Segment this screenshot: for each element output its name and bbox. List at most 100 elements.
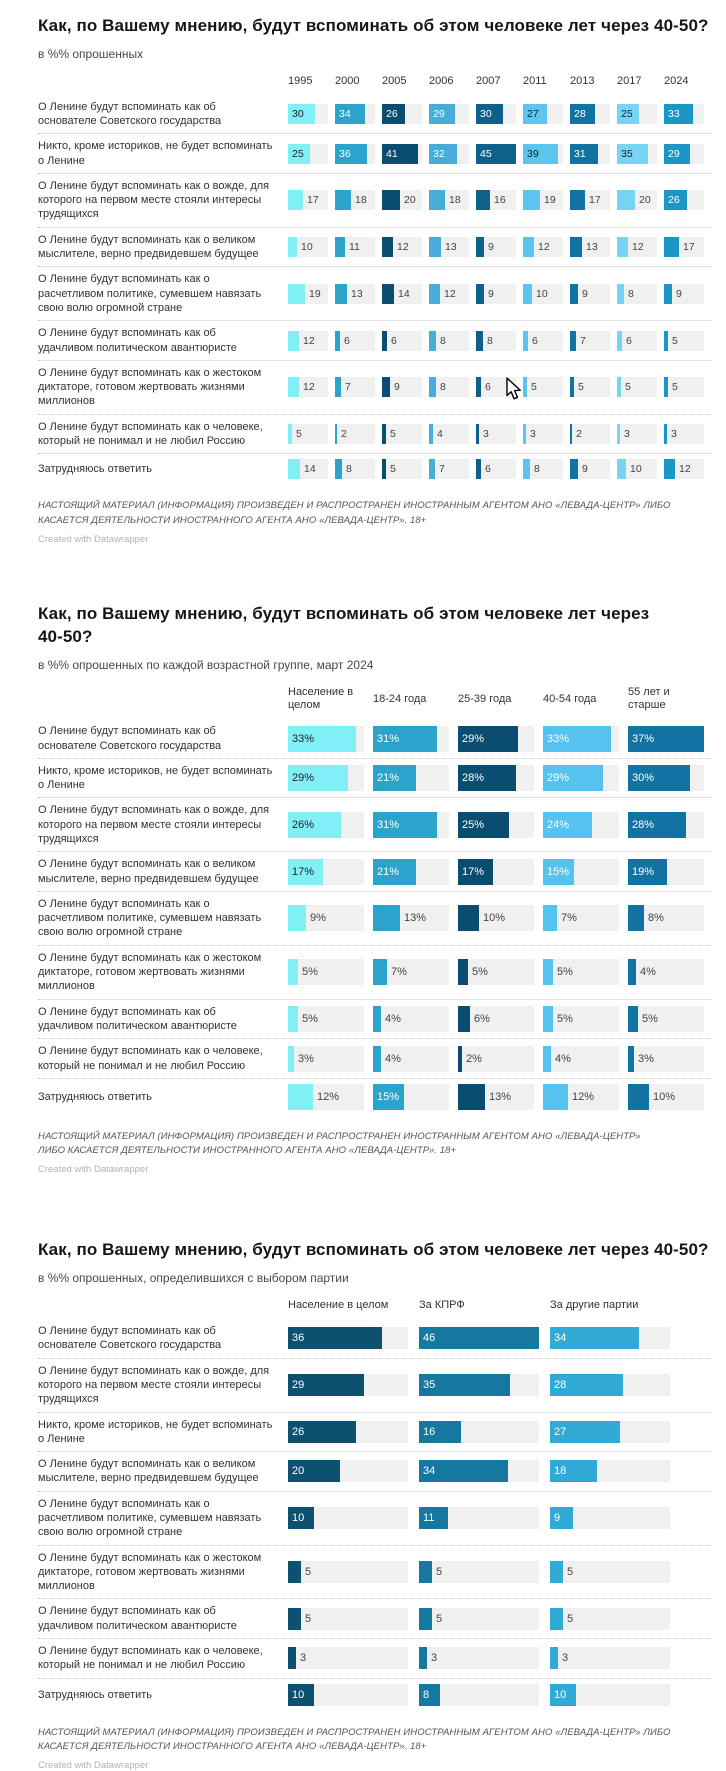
bar-cell: 5 bbox=[288, 424, 328, 445]
table-row: Затрудняюсь ответить 10 8 10 bbox=[38, 1677, 712, 1711]
bar-cell: 9 bbox=[550, 1507, 670, 1530]
bar-value-label: 18 bbox=[554, 1465, 567, 1478]
bar bbox=[628, 811, 686, 838]
bar-cell: 29 bbox=[288, 1374, 408, 1397]
bar-value-label: 30 bbox=[292, 107, 304, 120]
row-label: О Ленине будут вспоминать как о вожде, д… bbox=[38, 1364, 270, 1406]
bar-value-label: 35 bbox=[423, 1379, 436, 1392]
bar bbox=[570, 103, 595, 124]
bar bbox=[288, 330, 299, 351]
bar-value-label: 8% bbox=[648, 912, 664, 925]
bar-value-label: 11 bbox=[423, 1512, 435, 1525]
bar-cell: 8 bbox=[335, 459, 375, 480]
bar-value-label: 4 bbox=[437, 428, 443, 441]
bar-cells: 5 5 5 bbox=[288, 1607, 670, 1630]
bar-value-label: 8 bbox=[440, 381, 446, 394]
bar bbox=[288, 725, 356, 752]
bar-cell: 12% bbox=[288, 1083, 364, 1110]
table-row: О Ленине будут вспоминать как об удачлив… bbox=[38, 320, 712, 360]
bar bbox=[373, 1005, 381, 1032]
bar-value-label: 9 bbox=[676, 287, 682, 300]
bar-value-label: 15% bbox=[547, 865, 570, 878]
bar-cell: 6 bbox=[523, 330, 563, 351]
bar-cell: 34 bbox=[550, 1327, 670, 1350]
bar-value-label: 19 bbox=[309, 287, 321, 300]
bar bbox=[664, 237, 679, 258]
bar bbox=[335, 377, 341, 398]
bar-value-label: 5% bbox=[557, 1012, 573, 1025]
bar bbox=[550, 1561, 563, 1584]
bar bbox=[664, 377, 668, 398]
bar bbox=[476, 103, 503, 124]
datawrapper-credit: Created with Datawrapper bbox=[38, 1164, 149, 1176]
bar-cell: 10 bbox=[288, 237, 328, 258]
bar-value-label: 6 bbox=[391, 334, 397, 347]
bar-value-label: 28 bbox=[574, 107, 586, 120]
bar bbox=[429, 377, 436, 398]
column-header: 2024 bbox=[664, 74, 689, 87]
bar-cell: 8 bbox=[617, 283, 657, 304]
bar-cell: 3 bbox=[523, 424, 563, 445]
bar-cell: 15% bbox=[373, 1083, 449, 1110]
row-label: Затрудняюсь ответить bbox=[38, 463, 153, 476]
bar bbox=[570, 459, 578, 480]
bar-cell: 16 bbox=[419, 1420, 539, 1443]
bar bbox=[476, 143, 516, 164]
bar-cell: 5 bbox=[664, 377, 704, 398]
column-header: 2005 bbox=[382, 74, 407, 87]
bar-value-label: 46 bbox=[423, 1332, 436, 1345]
bar bbox=[570, 283, 578, 304]
bar bbox=[288, 1374, 364, 1397]
bar-value-label: 9 bbox=[582, 463, 588, 476]
bar bbox=[288, 1420, 356, 1443]
bar-cells: 10 8 10 bbox=[288, 1683, 670, 1706]
bar-cell: 12% bbox=[543, 1083, 619, 1110]
bar-value-label: 21% bbox=[377, 865, 400, 878]
bar-cell: 20 bbox=[382, 190, 422, 211]
bar-cell: 5% bbox=[543, 959, 619, 986]
row-label: О Ленине будут вспоминать как об основат… bbox=[38, 725, 222, 752]
bar-cell: 10 bbox=[523, 283, 563, 304]
row-label: О Ленине будут вспоминать как о расчетли… bbox=[38, 1497, 262, 1539]
bar-cell: 17 bbox=[288, 190, 328, 211]
bar bbox=[543, 858, 574, 885]
bar-cell: 21% bbox=[373, 858, 449, 885]
bar-value-label: 31% bbox=[377, 818, 400, 831]
bar-cell: 5 bbox=[382, 459, 422, 480]
table-row: Никто, кроме историков, не будет вспомин… bbox=[38, 1411, 712, 1452]
table-row: О Ленине будут вспоминать как о великом … bbox=[38, 1451, 712, 1491]
bar-cell: 26% bbox=[288, 811, 364, 838]
bar-cell: 6 bbox=[382, 330, 422, 351]
bar-cell: 5 bbox=[419, 1607, 539, 1630]
datawrapper-credit: Created with Datawrapper bbox=[38, 533, 149, 545]
bar-cell: 4 bbox=[429, 424, 469, 445]
table-row: О Ленине будут вспоминать как о человеке… bbox=[38, 413, 712, 454]
bar-cell: 4% bbox=[543, 1045, 619, 1072]
row-label: О Ленине будут вспоминать как о человеке… bbox=[38, 1045, 263, 1072]
row-label: О Ленине будут вспоминать как о жестоком… bbox=[38, 951, 262, 993]
bar bbox=[570, 330, 576, 351]
bar bbox=[458, 905, 479, 932]
bar-cells: 33% 31% 29% 33% 37% bbox=[288, 725, 704, 752]
bar bbox=[458, 1005, 470, 1032]
bar-value-label: 13 bbox=[445, 241, 457, 254]
bar bbox=[429, 190, 445, 211]
bar-cell: 7 bbox=[570, 330, 610, 351]
bar bbox=[288, 1647, 296, 1670]
bar-cell: 6% bbox=[458, 1005, 534, 1032]
bar-cell: 37% bbox=[628, 725, 704, 752]
bar-value-label: 4% bbox=[640, 966, 656, 979]
bar-value-label: 2 bbox=[576, 428, 582, 441]
bar-value-label: 28% bbox=[462, 772, 485, 785]
bar-value-label: 13 bbox=[586, 241, 598, 254]
column-header: 40-54 года bbox=[543, 692, 597, 705]
bar-cells: 19 13 14 12 9 10 9 8 9 bbox=[288, 283, 704, 304]
bar-value-label: 17% bbox=[462, 865, 485, 878]
bar bbox=[382, 190, 400, 211]
table-row: О Ленине будут вспоминать как о расчетли… bbox=[38, 266, 712, 320]
bar-value-label: 37% bbox=[632, 732, 655, 745]
bar bbox=[335, 283, 347, 304]
bar-value-label: 33 bbox=[668, 107, 680, 120]
bar-cell: 4% bbox=[373, 1005, 449, 1032]
bar-value-label: 5 bbox=[625, 381, 631, 394]
